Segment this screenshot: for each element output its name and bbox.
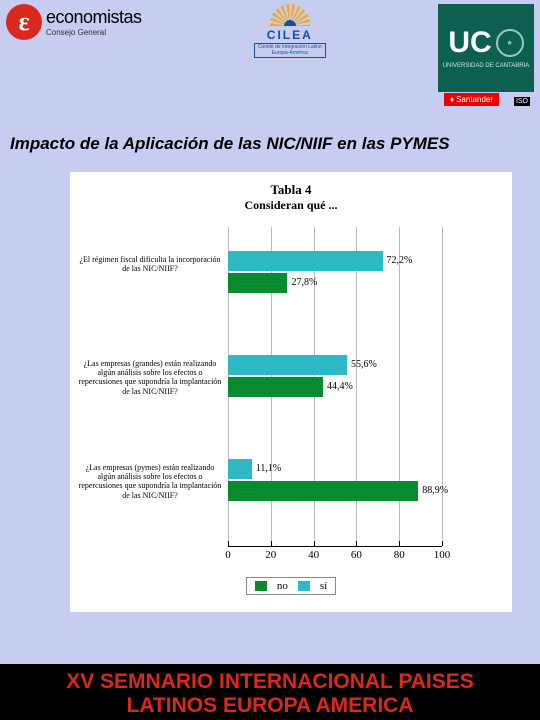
- tick-mark: [314, 541, 315, 546]
- x-tick-label: 100: [434, 549, 451, 561]
- x-tick-label: 60: [351, 549, 362, 561]
- legend: no sí: [246, 577, 336, 595]
- grid-line: [442, 227, 443, 546]
- uc-name: UNIVERSIDAD DE CANTABRIA: [443, 63, 530, 70]
- plot-area: 72,2%27,8%¿El régimen fiscal dificulta l…: [228, 227, 442, 547]
- bar-si: [228, 251, 383, 271]
- bar-value-label: 88,9%: [422, 485, 448, 496]
- tick-mark: [228, 541, 229, 546]
- bar-value-label: 72,2%: [387, 255, 413, 266]
- bar-value-label: 55,6%: [351, 359, 377, 370]
- economistas-logo: ε economistas Consejo General: [6, 4, 142, 40]
- cilea-sun-icon: [270, 4, 310, 26]
- economistas-name: economistas: [46, 7, 142, 28]
- page-title: Impacto de la Aplicación de las NIC/NIIF…: [0, 98, 540, 162]
- iso-badge: ISO: [514, 97, 530, 106]
- santander-badge: ♦ Santander: [444, 93, 499, 106]
- cilea-name: CILEA: [267, 28, 313, 42]
- x-tick-label: 40: [308, 549, 319, 561]
- bar-no: [228, 481, 418, 501]
- tick-mark: [399, 541, 400, 546]
- bar-value-label: 27,8%: [291, 277, 317, 288]
- legend-swatch-si: [298, 581, 310, 591]
- uc-letters: UC: [448, 26, 491, 60]
- legend-swatch-no: [255, 581, 267, 591]
- bar-si: [228, 355, 347, 375]
- x-tick-label: 0: [225, 549, 231, 561]
- footer: XV SEMNARIO INTERNACIONAL PAISES LATINOS…: [0, 664, 540, 720]
- cilea-tagline: Comité de Integración Latino Europa-Amér…: [254, 43, 326, 58]
- tick-mark: [356, 541, 357, 546]
- uc-logo: UC ★ UNIVERSIDAD DE CANTABRIA ♦ Santande…: [438, 4, 534, 92]
- tick-mark: [271, 541, 272, 546]
- economistas-sub: Consejo General: [46, 28, 142, 37]
- legend-label-no: no: [277, 580, 288, 592]
- economistas-icon: ε: [6, 4, 42, 40]
- bar-si: [228, 459, 252, 479]
- x-tick-label: 80: [394, 549, 405, 561]
- chart-title: Tabla 4: [78, 182, 504, 198]
- header: ε economistas Consejo General CILEA Comi…: [0, 0, 540, 98]
- cilea-logo: CILEA Comité de Integración Latino Europ…: [254, 4, 326, 58]
- x-tick-label: 20: [265, 549, 276, 561]
- category-label: ¿Las empresas (grandes) están realizando…: [78, 359, 222, 396]
- footer-line1: XV SEMNARIO INTERNACIONAL PAISES: [4, 670, 536, 694]
- bar-no: [228, 273, 287, 293]
- footer-line2: LATINOS EUROPA AMERICA: [4, 694, 536, 718]
- category-label: ¿El régimen fiscal dificulta la incorpor…: [78, 255, 222, 273]
- bar-no: [228, 377, 323, 397]
- tick-mark: [442, 541, 443, 546]
- bar-value-label: 11,1%: [256, 463, 281, 474]
- chart-container: Tabla 4 Consideran qué ... 72,2% 27,8% ¿El…: [70, 172, 512, 612]
- uc-seal-icon: ★: [496, 29, 524, 57]
- x-axis: 020406080100: [228, 547, 442, 565]
- chart-subtitle: Consideran qué ...: [78, 198, 504, 213]
- bar-value-label: 44,4%: [327, 381, 353, 392]
- category-label: ¿Las empresas (pymes) están realizando a…: [78, 463, 222, 500]
- legend-label-si: sí: [320, 580, 327, 592]
